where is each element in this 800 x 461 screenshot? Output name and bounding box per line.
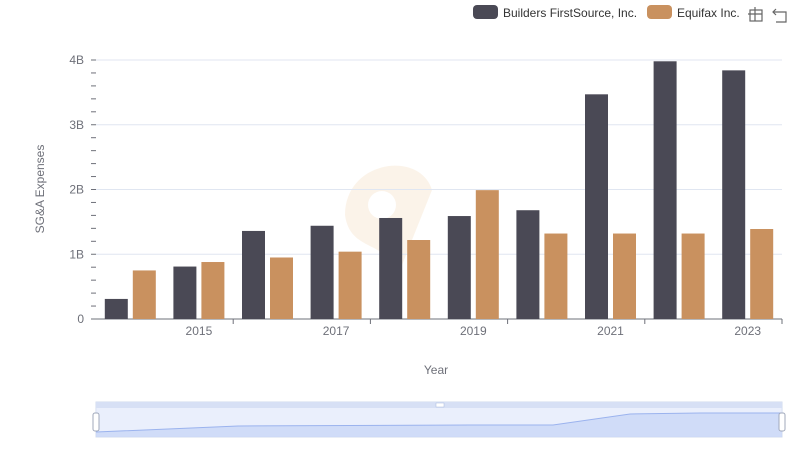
legend-swatch-builders[interactable] bbox=[473, 5, 498, 19]
plot-area: 0 1B 2B 3B 4B 2015 2017 2019 2021 2023 bbox=[69, 53, 783, 338]
data-zoom-preview-line bbox=[95, 412, 782, 433]
bar-builders-2015[interactable] bbox=[173, 266, 197, 319]
x-tick-label: 2015 bbox=[186, 324, 213, 338]
bar-builders-2016[interactable] bbox=[242, 230, 265, 319]
bar-builders-2020[interactable] bbox=[516, 210, 540, 319]
data-zoom-left-handle[interactable] bbox=[92, 412, 100, 432]
bar-builders-2023[interactable] bbox=[722, 70, 746, 319]
bar-equifax-2019[interactable] bbox=[475, 190, 499, 319]
bar-builders-2019[interactable] bbox=[447, 216, 471, 319]
y-tick-label: 1B bbox=[69, 247, 84, 261]
bar-equifax-2015[interactable] bbox=[201, 262, 225, 319]
data-zoom-slider[interactable] bbox=[92, 401, 786, 438]
bar-equifax-2014[interactable] bbox=[132, 270, 156, 319]
bar-builders-2022[interactable] bbox=[653, 61, 677, 320]
bar-builders-2014[interactable] bbox=[104, 298, 128, 319]
data-zoom-preview-area bbox=[96, 413, 782, 437]
bar-equifax-2021[interactable] bbox=[613, 233, 636, 319]
x-tick-label: 2023 bbox=[734, 324, 761, 338]
restore-icon[interactable] bbox=[772, 8, 787, 23]
y-tick-label: 0 bbox=[77, 312, 84, 326]
zoom-icon[interactable] bbox=[748, 7, 763, 22]
bar-builders-2017[interactable] bbox=[310, 225, 334, 319]
y-axis-title: SG&A Expenses bbox=[33, 145, 47, 234]
x-tick-label: 2017 bbox=[323, 324, 350, 338]
y-tick-label: 4B bbox=[69, 53, 84, 67]
bar-builders-2018[interactable] bbox=[379, 217, 403, 319]
data-zoom-right-handle[interactable] bbox=[778, 412, 786, 432]
y-tick-label: 2B bbox=[69, 183, 84, 197]
bar-equifax-2023[interactable] bbox=[750, 228, 774, 319]
legend-label-builders[interactable]: Builders FirstSource, Inc. bbox=[503, 6, 637, 20]
legend[interactable]: Builders FirstSource, Inc. Equifax Inc. bbox=[473, 5, 740, 20]
data-zoom-drag-grip[interactable] bbox=[435, 402, 445, 408]
x-tick-label: 2021 bbox=[597, 324, 624, 338]
bar-equifax-2018[interactable] bbox=[407, 240, 431, 319]
legend-swatch-equifax[interactable] bbox=[647, 5, 672, 19]
bar-equifax-2020[interactable] bbox=[544, 233, 568, 319]
y-tick-label: 3B bbox=[69, 118, 84, 132]
x-tick-label: 2019 bbox=[460, 324, 487, 338]
bar-equifax-2016[interactable] bbox=[270, 257, 293, 319]
legend-label-equifax[interactable]: Equifax Inc. bbox=[677, 6, 740, 20]
bar-builders-2021[interactable] bbox=[585, 94, 608, 319]
bar-equifax-2017[interactable] bbox=[338, 251, 362, 319]
x-axis-title: Year bbox=[424, 363, 448, 377]
bar-equifax-2022[interactable] bbox=[681, 233, 705, 319]
